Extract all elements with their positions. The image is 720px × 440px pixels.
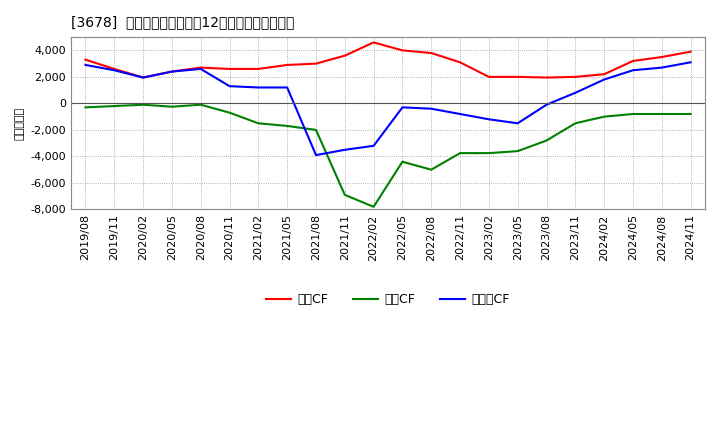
営業CF [686,49,695,54]
投資CF [629,111,637,117]
投資CF [542,138,551,143]
投資CF [341,192,349,198]
営業CF [139,75,148,80]
フリーCF [254,85,263,90]
営業CF [283,62,292,68]
投資CF [686,111,695,117]
営業CF [197,65,205,70]
営業CF [485,74,493,80]
営業CF [110,66,119,72]
フリーCF [456,111,464,117]
営業CF [341,53,349,59]
フリーCF [81,62,90,68]
Line: 営業CF: 営業CF [86,42,690,77]
投資CF [600,114,608,119]
フリーCF [571,90,580,95]
Legend: 営業CF, 投資CF, フリーCF: 営業CF, 投資CF, フリーCF [261,288,515,311]
フリーCF [686,60,695,65]
Text: [3678]  キャッシュフローの12か月移動合計の推移: [3678] キャッシュフローの12か月移動合計の推移 [71,15,294,29]
投資CF [312,127,320,132]
営業CF [427,50,436,55]
Line: フリーCF: フリーCF [86,62,690,155]
フリーCF [629,68,637,73]
Y-axis label: （百万円）: （百万円） [15,107,25,140]
フリーCF [657,65,666,70]
投資CF [283,123,292,128]
フリーCF [168,69,176,74]
フリーCF [312,152,320,158]
営業CF [629,59,637,64]
投資CF [225,110,234,115]
フリーCF [197,66,205,72]
投資CF [427,167,436,172]
フリーCF [600,77,608,82]
営業CF [571,74,580,80]
投資CF [657,111,666,117]
投資CF [254,121,263,126]
営業CF [81,57,90,62]
営業CF [513,74,522,80]
営業CF [168,69,176,74]
営業CF [456,60,464,65]
営業CF [225,66,234,72]
投資CF [81,105,90,110]
フリーCF [369,143,378,148]
フリーCF [283,85,292,90]
Line: 投資CF: 投資CF [86,105,690,207]
フリーCF [139,75,148,80]
フリーCF [513,121,522,126]
投資CF [398,159,407,165]
投資CF [456,150,464,156]
営業CF [369,40,378,45]
フリーCF [225,84,234,89]
フリーCF [542,102,551,107]
フリーCF [110,68,119,73]
投資CF [139,102,148,107]
投資CF [369,204,378,209]
営業CF [657,55,666,60]
営業CF [542,75,551,80]
営業CF [398,48,407,53]
投資CF [513,148,522,154]
投資CF [571,121,580,126]
フリーCF [427,106,436,111]
フリーCF [341,147,349,152]
投資CF [197,102,205,107]
フリーCF [398,105,407,110]
営業CF [254,66,263,72]
フリーCF [485,117,493,122]
投資CF [168,104,176,110]
営業CF [600,72,608,77]
投資CF [485,150,493,156]
投資CF [110,103,119,109]
営業CF [312,61,320,66]
